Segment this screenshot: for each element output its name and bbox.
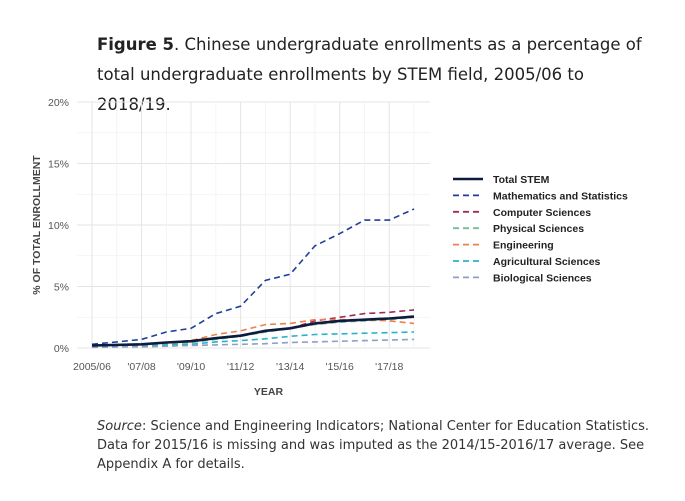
x-tick-label: '17/18 xyxy=(375,361,403,373)
legend-label: Physical Sciences xyxy=(493,223,584,235)
x-tick-label: '13/14 xyxy=(276,361,304,373)
figure-title: Figure 5. Chinese undergraduate enrollme… xyxy=(97,30,657,120)
legend-label: Total STEM xyxy=(493,174,550,186)
legend-label: Mathematics and Statistics xyxy=(493,190,628,202)
figure-label: Figure 5 xyxy=(97,35,175,54)
x-tick-label: '15/16 xyxy=(326,361,354,373)
x-tick-label: '11/12 xyxy=(227,361,255,373)
y-tick-label: 15% xyxy=(48,159,69,171)
caption-text: : Science and Engineering Indicators; Na… xyxy=(97,419,650,472)
x-axis-title: YEAR xyxy=(254,386,284,398)
x-tick-label: '09/10 xyxy=(177,361,205,373)
series-line-mathematics-and-statistics xyxy=(91,208,415,346)
line-chart: 0% 5% 10% 15% 20% 2005/06 '07/08 '09/10 '11/12 '… xyxy=(31,97,628,398)
y-axis-ticks: 0% 5% 10% 15% 20% xyxy=(48,97,69,355)
series-line-biological-sciences xyxy=(91,338,415,349)
x-tick-label: 2005/06 xyxy=(73,361,111,373)
legend-label: Engineering xyxy=(493,240,554,252)
figure-title-text: . Chinese undergraduate enrollments as a… xyxy=(97,35,642,114)
x-tick-label: '07/08 xyxy=(127,361,155,373)
figure-caption: Source: Science and Engineering Indicato… xyxy=(97,417,667,474)
caption-source-label: Source xyxy=(97,419,142,434)
y-tick-label: 10% xyxy=(48,220,69,232)
legend-label: Computer Sciences xyxy=(493,207,591,219)
legend-label: Biological Sciences xyxy=(493,272,592,284)
y-tick-label: 0% xyxy=(54,343,69,355)
chart-legend: Total STEM Mathematics and Statistics Comp… xyxy=(453,174,628,284)
y-tick-label: 20% xyxy=(48,97,69,109)
y-axis-title: % OF TOTAL ENROLLMENT xyxy=(31,155,43,295)
legend-label: Agricultural Sciences xyxy=(493,256,601,268)
y-tick-label: 5% xyxy=(54,282,69,294)
x-axis-ticks: 2005/06 '07/08 '09/10 '11/12 '13/14 '15/16 '17… xyxy=(73,361,404,373)
series-line-total-stem xyxy=(91,315,415,347)
chart-series xyxy=(91,208,415,349)
chart-grid xyxy=(77,101,430,349)
